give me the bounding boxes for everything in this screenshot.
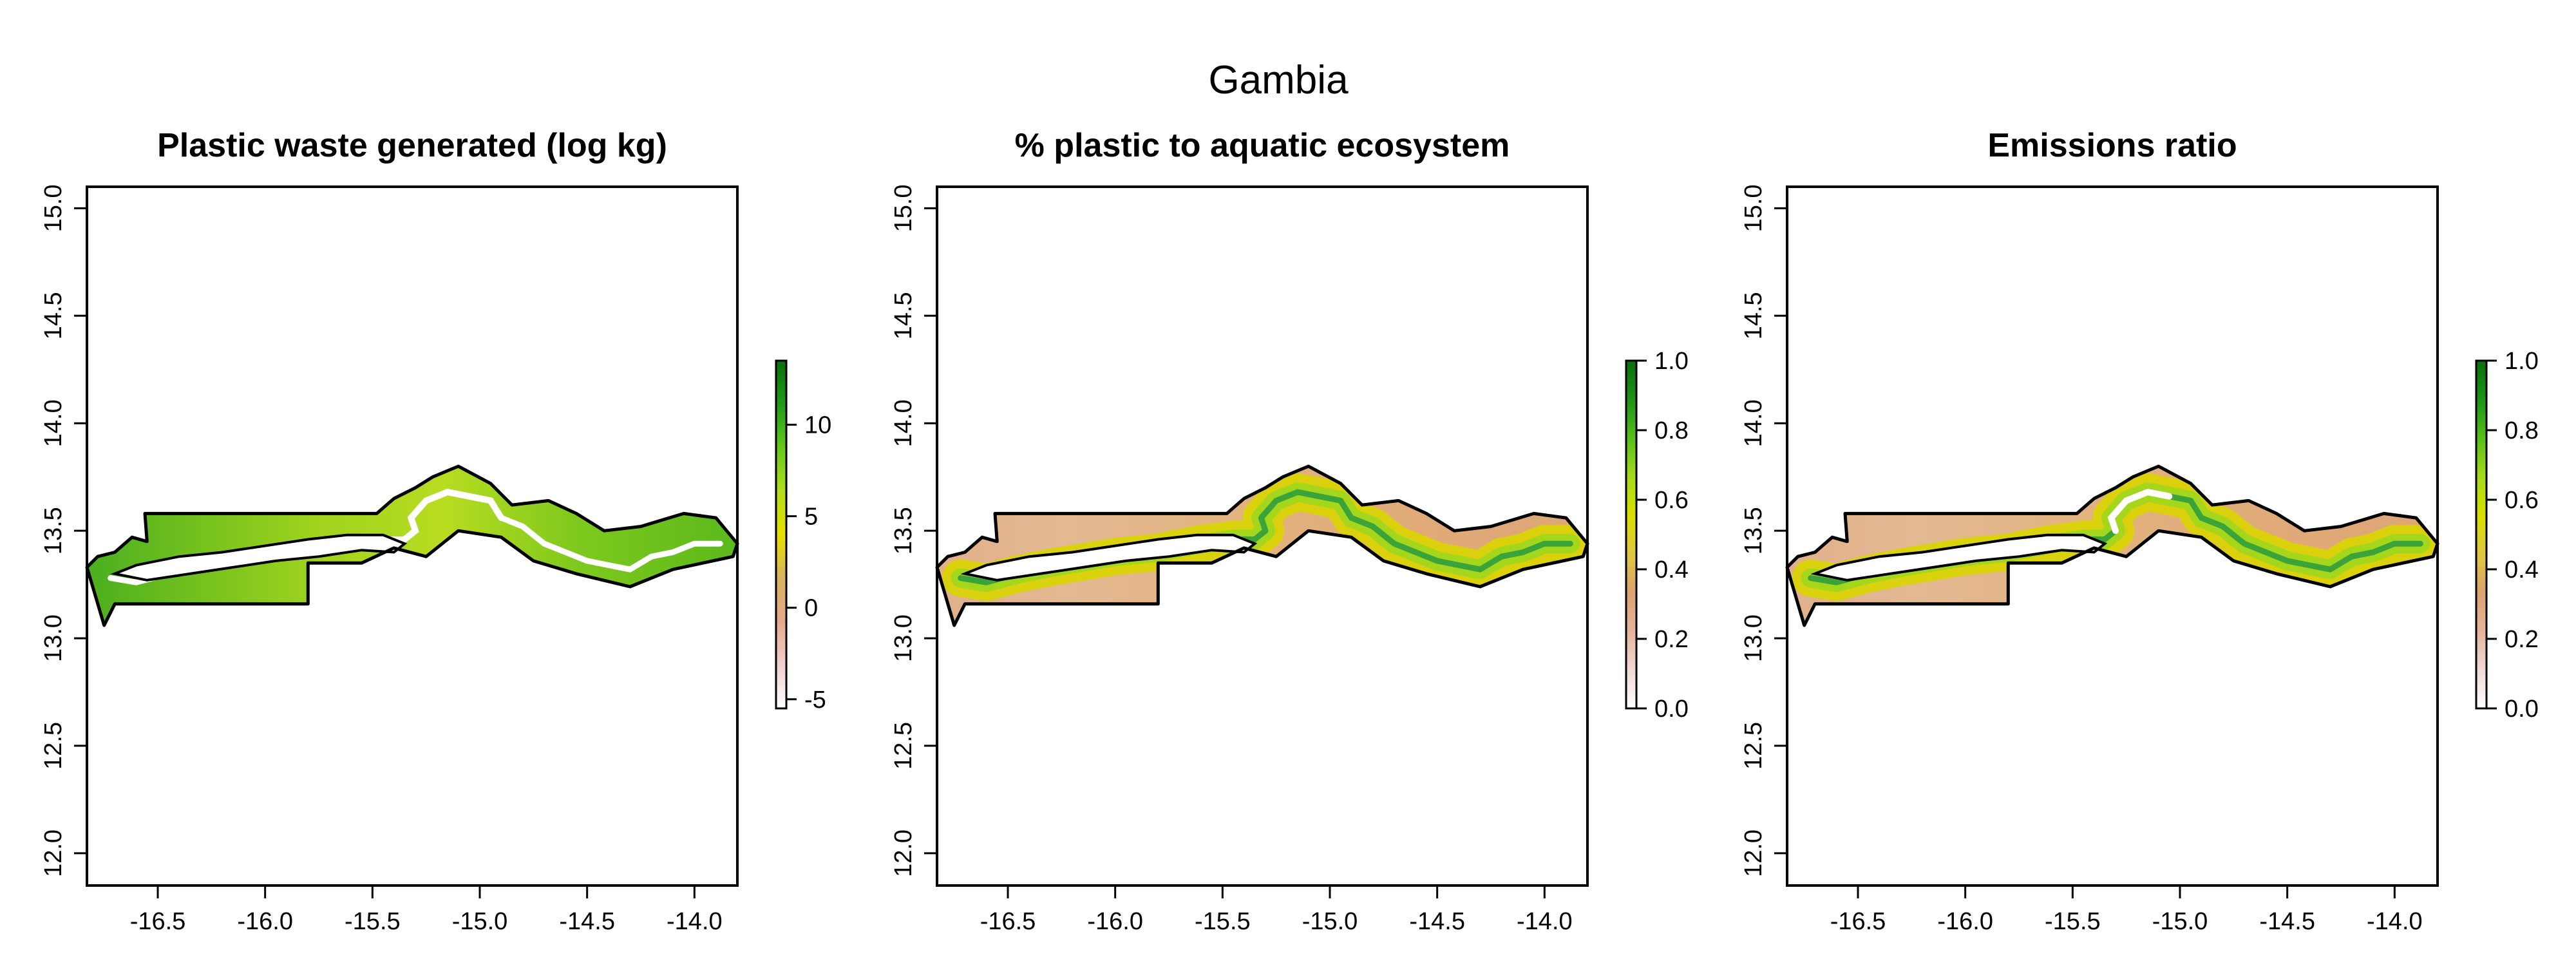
x-tick-label: -15.5 bbox=[345, 908, 401, 935]
legend-tick-label: 0.6 bbox=[2505, 487, 2539, 514]
y-tick-label: 13.0 bbox=[890, 614, 917, 662]
y-tick-label: 14.5 bbox=[890, 292, 917, 339]
x-tick-label: -15.0 bbox=[2152, 908, 2208, 935]
y-tick-label: 12.0 bbox=[40, 829, 67, 877]
plot-frame bbox=[936, 185, 1589, 887]
legend-colorbar bbox=[1625, 359, 1638, 710]
panel-title: % plastic to aquatic ecosystem bbox=[1015, 127, 1510, 164]
main-title: Gambia bbox=[1208, 58, 1349, 102]
legend: -5 0 5 10 bbox=[775, 359, 831, 714]
x-tick-label: -15.0 bbox=[452, 908, 508, 935]
x-tick-label: -16.0 bbox=[1087, 908, 1143, 935]
country-fill bbox=[87, 466, 737, 625]
legend-tick-label: 10 bbox=[804, 412, 831, 439]
y-tick-label: 15.0 bbox=[890, 184, 917, 232]
legend-colorbar bbox=[775, 359, 788, 710]
legend-tick-label: 0.4 bbox=[2505, 556, 2539, 583]
legend-colorbar bbox=[2475, 359, 2488, 710]
estuary bbox=[110, 533, 408, 582]
y-tick-label: 14.0 bbox=[890, 399, 917, 447]
legend-tick-label: 0.4 bbox=[1654, 556, 1689, 583]
y-tick-label: 12.0 bbox=[890, 829, 917, 877]
x-tick-label: -16.5 bbox=[1830, 908, 1886, 935]
x-tick-label: -14.5 bbox=[559, 908, 615, 935]
panel-title: Plastic waste generated (log kg) bbox=[157, 127, 667, 164]
y-tick-label: 13.0 bbox=[40, 614, 67, 662]
y-tick-label: 15.0 bbox=[40, 184, 67, 232]
map-panel: Emissions ratio -16.5 -16.0 -15.5 -15.0 -14.5… bbox=[1740, 127, 2539, 935]
x-tick-label: -16.0 bbox=[237, 908, 293, 935]
river-line-highlight bbox=[2107, 488, 2173, 535]
x-tick-label: -16.0 bbox=[1937, 908, 1993, 935]
y-tick-label: 12.5 bbox=[890, 722, 917, 770]
legend-tick-label: 0.2 bbox=[2505, 626, 2539, 653]
y-tick-label: 14.5 bbox=[40, 292, 67, 339]
y-tick-label: 14.5 bbox=[1740, 292, 1767, 339]
river-line-highlight bbox=[401, 488, 505, 543]
legend-tick-label: 0.8 bbox=[1654, 417, 1689, 444]
legend-tick-label: 1.0 bbox=[1654, 348, 1689, 375]
legend-tick-label: 0.6 bbox=[1654, 487, 1689, 514]
country-border bbox=[85, 464, 739, 627]
estuary bbox=[960, 533, 1258, 582]
country-border bbox=[1785, 464, 2439, 627]
map-panel: % plastic to aquatic ecosystem -16.5 -16.0… bbox=[890, 127, 1689, 935]
x-tick-label: -14.5 bbox=[2259, 908, 2315, 935]
estuary bbox=[1810, 533, 2108, 582]
y-tick-label: 13.0 bbox=[1740, 614, 1767, 662]
legend-tick-label: -5 bbox=[804, 687, 826, 714]
x-tick-label: -14.0 bbox=[1517, 908, 1573, 935]
legend: 0.0 0.2 0.4 0.6 0.8 1.0 bbox=[1625, 348, 1689, 723]
x-tick-label: -15.5 bbox=[2045, 908, 2101, 935]
x-tick-label: -16.5 bbox=[980, 908, 1036, 935]
y-tick-label: 12.5 bbox=[1740, 722, 1767, 770]
y-tick-label: 14.0 bbox=[1740, 399, 1767, 447]
legend-tick-label: 0.8 bbox=[2505, 417, 2539, 444]
x-tick-label: -14.0 bbox=[667, 908, 723, 935]
y-tick-label: 15.0 bbox=[1740, 184, 1767, 232]
panel-title: Emissions ratio bbox=[1987, 127, 2237, 164]
legend-tick-label: 0.2 bbox=[1654, 626, 1689, 653]
legend-tick-label: 1.0 bbox=[2505, 348, 2539, 375]
y-tick-label: 12.0 bbox=[1740, 829, 1767, 877]
plot-frame bbox=[86, 185, 739, 887]
y-tick-label: 14.0 bbox=[40, 399, 67, 447]
panels: Plastic waste generated (log kg) -16.5 -16… bbox=[40, 127, 2539, 935]
plot-frame bbox=[1786, 185, 2439, 887]
x-tick-label: -14.5 bbox=[1409, 908, 1465, 935]
legend: 0.0 0.2 0.4 0.6 0.8 1.0 bbox=[2475, 348, 2539, 723]
legend-tick-label: 0 bbox=[804, 595, 818, 622]
x-tick-label: -16.5 bbox=[130, 908, 186, 935]
y-tick-label: 12.5 bbox=[40, 722, 67, 770]
legend-tick-label: 5 bbox=[804, 504, 818, 531]
y-tick-label: 13.5 bbox=[1740, 507, 1767, 554]
legend-tick-label: 0.0 bbox=[1654, 696, 1689, 723]
x-tick-label: -15.5 bbox=[1195, 908, 1251, 935]
x-tick-label: -14.0 bbox=[2367, 908, 2423, 935]
map-panel: Plastic waste generated (log kg) -16.5 -16… bbox=[40, 127, 831, 935]
y-tick-label: 13.5 bbox=[890, 507, 917, 554]
y-tick-label: 13.5 bbox=[40, 507, 67, 554]
legend-tick-label: 0.0 bbox=[2505, 696, 2539, 723]
country-border bbox=[935, 464, 1589, 627]
x-tick-label: -15.0 bbox=[1302, 908, 1358, 935]
